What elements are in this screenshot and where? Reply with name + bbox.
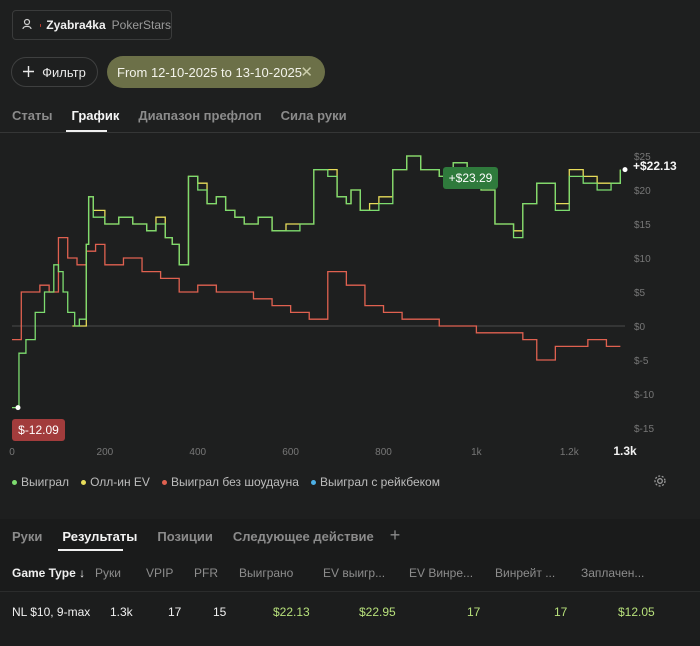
legend-swatch	[12, 480, 17, 485]
tab-graph[interactable]: График	[71, 108, 119, 123]
active-bottom-tab-indicator	[58, 549, 123, 551]
table-row-cells: NL $10, 9-max 1.3k 17 15 $22.13 $22.95 1…	[0, 605, 700, 625]
tab-positions[interactable]: Позиции	[157, 529, 213, 546]
min-point-marker	[16, 405, 21, 410]
col-game-type[interactable]: Game Type ↓	[12, 566, 85, 580]
cell-pfr: 15	[213, 605, 226, 619]
y-tick-label: $20	[634, 186, 651, 197]
cell-hands: 1.3k	[110, 605, 133, 619]
x-tick-label: 1.2k	[560, 447, 580, 458]
player-chip[interactable]: Zyabra4ka PokerStars	[12, 10, 172, 40]
table-header: Game Type ↓ Руки VPIP PFR Выиграно EV вы…	[0, 566, 700, 586]
series-line-1	[72, 156, 620, 326]
tab-hands[interactable]: Руки	[12, 529, 42, 546]
col-ev-won[interactable]: EV выигр...	[323, 566, 385, 580]
min-callout-text: $-12.09	[18, 423, 59, 437]
player-name: Zyabra4ka	[46, 18, 105, 32]
cell-paid: $12.05	[618, 605, 655, 619]
legend-item-allin-ev[interactable]: Олл-ин EV	[81, 475, 150, 489]
player-site: PokerStars	[112, 18, 171, 32]
series-line-2	[12, 238, 620, 360]
cell-winrate: 17	[554, 605, 567, 619]
cell-ev-won: $22.95	[359, 605, 396, 619]
add-tab-button[interactable]: +	[390, 525, 401, 546]
x-tick-label: 400	[189, 447, 206, 458]
y-tick-label: $-10	[634, 390, 654, 401]
series-line-0	[12, 156, 620, 408]
tab-hand-strength[interactable]: Сила руки	[281, 108, 347, 123]
x-tick-label: 600	[282, 447, 299, 458]
tab-stats[interactable]: Статы	[12, 108, 52, 123]
max-callout-text: +$23.29	[449, 171, 493, 185]
x-tick-label: 0	[9, 447, 15, 458]
tab-next-action[interactable]: Следующее действие	[233, 529, 374, 546]
tab-preflop-range[interactable]: Диапазон префлоп	[138, 108, 261, 123]
cell-game-type: NL $10, 9-max	[12, 605, 90, 619]
close-icon[interactable]: ✕	[300, 63, 313, 81]
gear-icon[interactable]	[653, 474, 667, 491]
legend-swatch	[81, 480, 86, 485]
end-point-marker	[623, 167, 628, 172]
col-won[interactable]: Выиграно	[239, 566, 293, 580]
legend-swatch	[162, 480, 167, 485]
cell-vpip: 17	[168, 605, 181, 619]
x-tick-label: 800	[375, 447, 392, 458]
bottom-tab-bar: Руки Результаты Позиции Следующее действ…	[12, 529, 400, 546]
y-tick-label: $0	[634, 322, 646, 333]
tab-results[interactable]: Результаты	[62, 529, 137, 546]
col-ev-winrate[interactable]: EV Винре...	[409, 566, 473, 580]
results-panel: Руки Результаты Позиции Следующее действ…	[0, 519, 700, 645]
end-callout-text: +$22.13	[633, 159, 677, 173]
cell-won: $22.13	[273, 605, 310, 619]
y-tick-label: $15	[634, 220, 651, 231]
col-pfr[interactable]: PFR	[194, 566, 218, 580]
tabs-divider	[0, 132, 700, 133]
legend-item-non-showdown[interactable]: Выиграл без шоудауна	[162, 475, 299, 489]
chart-legend: Выиграл Олл-ин EV Выиграл без шоудауна В…	[12, 475, 440, 489]
date-range-label: From 12-10-2025 to 13-10-2025	[117, 65, 302, 80]
col-winrate[interactable]: Винрейт ...	[495, 566, 555, 580]
filter-label: Фильтр	[42, 65, 86, 80]
legend-item-rakeback[interactable]: Выиграл с рейкбеком	[311, 475, 440, 489]
plus-icon	[23, 65, 34, 80]
filter-button[interactable]: Фильтр	[11, 57, 98, 87]
x-tick-label: 200	[97, 447, 114, 458]
col-paid[interactable]: Заплачен...	[581, 566, 644, 580]
date-range-chip[interactable]: From 12-10-2025 to 13-10-2025 ✕	[107, 56, 325, 88]
col-hands[interactable]: Руки	[95, 566, 121, 580]
y-tick-label: $-15	[634, 424, 654, 435]
user-icon	[22, 18, 34, 33]
y-tick-label: $10	[634, 254, 651, 265]
tab-bar: Статы График Диапазон префлоп Сила руки	[12, 108, 347, 123]
cell-ev-winrate: 17	[467, 605, 480, 619]
legend-swatch	[311, 480, 316, 485]
col-vpip[interactable]: VPIP	[146, 566, 173, 580]
y-tick-label: $5	[634, 288, 646, 299]
legend-item-won[interactable]: Выиграл	[12, 475, 69, 489]
x-end-label: 1.3k	[613, 444, 637, 458]
y-tick-label: $-5	[634, 356, 649, 367]
x-tick-label: 1k	[471, 447, 483, 458]
